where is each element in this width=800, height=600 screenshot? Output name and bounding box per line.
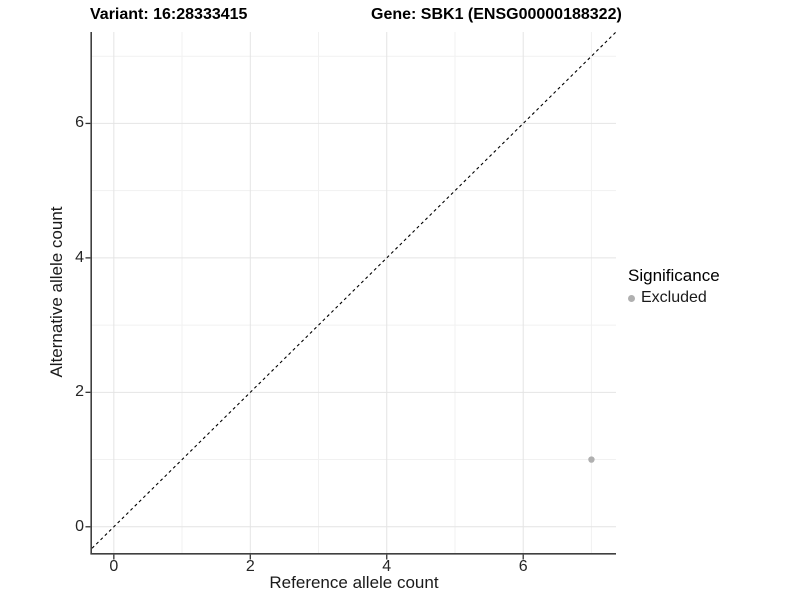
plot-title-gene: Gene: SBK1 (ENSG00000188322) — [371, 6, 622, 23]
legend-item: Excluded — [628, 289, 720, 307]
legend-title: Significance — [628, 266, 720, 285]
y-axis-title: Alternative allele count — [47, 206, 66, 378]
legend-item-label: Excluded — [641, 289, 707, 306]
identity-dashed-line — [91, 31, 617, 549]
x-tick-label: 0 — [109, 558, 119, 575]
data-point — [588, 456, 595, 463]
legend-point-icon — [628, 294, 635, 302]
legend-items: Excluded — [628, 289, 720, 307]
y-tick-label: 2 — [75, 383, 84, 401]
x-axis-title: Reference allele count — [269, 573, 439, 592]
y-tick-label: 0 — [75, 517, 84, 535]
y-tick-label: 6 — [75, 114, 84, 132]
x-tick-label: 4 — [382, 558, 392, 575]
y-tick-label: 4 — [75, 248, 84, 266]
x-tick-label: 2 — [245, 558, 255, 575]
legend: Significance Excluded — [628, 266, 720, 307]
plot-title-variant: Variant: 16:28333415 — [90, 6, 248, 23]
x-tick-label: 6 — [518, 558, 528, 575]
